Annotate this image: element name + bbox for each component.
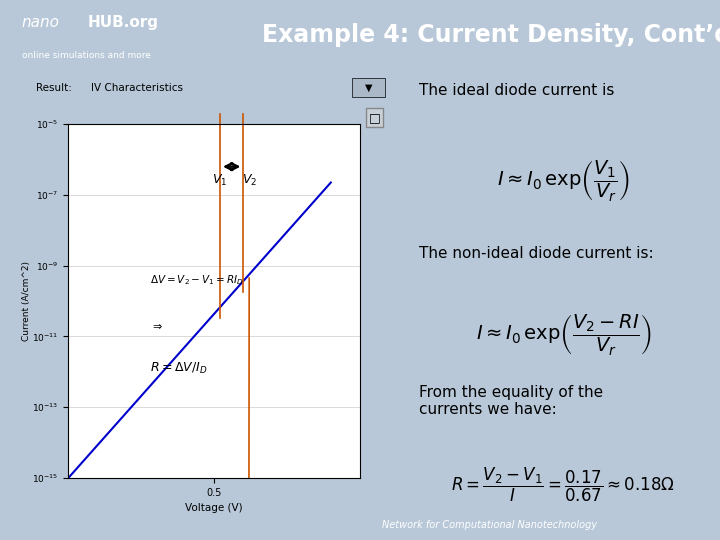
FancyBboxPatch shape (352, 78, 385, 97)
Text: $R = \dfrac{V_2 - V_1}{I} = \dfrac{0.17}{0.67} \approx 0.18\Omega$: $R = \dfrac{V_2 - V_1}{I} = \dfrac{0.17}… (451, 466, 675, 504)
Text: From the equality of the
currents we have:: From the equality of the currents we hav… (419, 385, 603, 417)
Text: IV Characteristics: IV Characteristics (91, 83, 184, 93)
Text: The non-ideal diode current is:: The non-ideal diode current is: (419, 246, 654, 261)
FancyBboxPatch shape (366, 107, 383, 127)
Text: Network for Computational Nanotechnology: Network for Computational Nanotechnology (382, 520, 597, 530)
Text: Example 4: Current Density, Cont’d: Example 4: Current Density, Cont’d (262, 23, 720, 47)
Text: $I \approx I_0 \, \exp\!\left(\dfrac{V_1}{V_r}\right)$: $I \approx I_0 \, \exp\!\left(\dfrac{V_1… (498, 158, 629, 203)
Text: $\Delta V=V_2-V_1=RI_D$: $\Delta V=V_2-V_1=RI_D$ (150, 273, 244, 287)
Text: The ideal diode current is: The ideal diode current is (419, 83, 615, 98)
X-axis label: Voltage (V): Voltage (V) (185, 503, 243, 513)
Text: $V_1$: $V_1$ (212, 173, 228, 188)
Text: □: □ (369, 111, 380, 124)
Text: Result:: Result: (36, 83, 72, 93)
Text: $R= \Delta V/I_D$: $R= \Delta V/I_D$ (150, 361, 207, 376)
Text: HUB.org: HUB.org (88, 16, 158, 30)
Text: online simulations and more: online simulations and more (22, 51, 150, 60)
Text: $V_2$: $V_2$ (242, 173, 257, 188)
Text: $\Rightarrow$: $\Rightarrow$ (150, 321, 163, 332)
Y-axis label: Current (A/cm^2): Current (A/cm^2) (22, 261, 31, 341)
Text: nano: nano (22, 16, 60, 30)
Text: $I \approx I_0 \, \exp\!\left(\dfrac{V_2 - RI}{V_r}\right)$: $I \approx I_0 \, \exp\!\left(\dfrac{V_2… (475, 312, 652, 357)
Text: ▼: ▼ (365, 83, 372, 93)
